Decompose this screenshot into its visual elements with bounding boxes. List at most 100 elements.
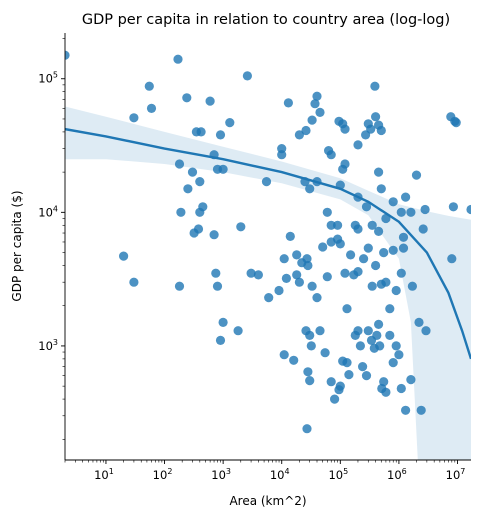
data-point <box>374 226 384 236</box>
data-point <box>65 50 70 60</box>
data-point <box>315 107 325 117</box>
data-point <box>379 377 389 387</box>
data-point <box>335 239 345 249</box>
data-point <box>283 98 293 108</box>
data-point <box>302 254 312 264</box>
data-point <box>176 207 186 217</box>
data-point <box>447 254 457 264</box>
data-point <box>212 281 223 291</box>
data-point <box>274 285 284 296</box>
data-point <box>187 167 198 177</box>
chart-title: GDP per capita in relation to country ar… <box>82 12 450 28</box>
y-tick-label: 105 <box>38 71 58 86</box>
data-point <box>279 350 289 360</box>
data-point <box>420 204 430 215</box>
data-point <box>246 268 256 278</box>
data-point <box>209 230 219 240</box>
data-point <box>292 250 302 260</box>
data-point <box>261 177 272 187</box>
data-point <box>242 71 252 81</box>
data-point <box>353 224 363 234</box>
data-point <box>215 130 226 140</box>
data-point <box>371 112 381 122</box>
data-point <box>281 273 291 283</box>
data-point <box>342 304 352 314</box>
data-point <box>340 124 350 134</box>
data-point <box>305 330 315 340</box>
data-point <box>303 260 313 271</box>
x-tick-label: 102 <box>153 467 173 482</box>
data-point <box>303 367 313 377</box>
x-tick-label: 103 <box>211 467 231 482</box>
data-point <box>388 245 398 255</box>
data-point <box>225 118 235 128</box>
data-point <box>396 383 406 394</box>
data-point <box>173 54 183 64</box>
data-point <box>398 243 409 253</box>
data-point <box>371 260 381 271</box>
data-point <box>301 125 311 136</box>
y-tick-label: 103 <box>38 338 58 353</box>
data-point <box>312 293 322 303</box>
data-point <box>119 251 129 261</box>
data-point <box>326 150 336 160</box>
data-point <box>374 319 384 329</box>
data-point <box>196 127 206 137</box>
data-point <box>388 197 398 207</box>
data-point <box>211 268 221 278</box>
data-point <box>302 424 312 434</box>
data-point <box>312 91 322 101</box>
confidence-band <box>65 106 471 460</box>
data-point <box>253 270 263 280</box>
data-point <box>367 281 377 291</box>
data-point <box>305 376 315 386</box>
data-point <box>361 202 372 212</box>
x-tick-label: 101 <box>94 467 114 482</box>
data-point <box>363 243 373 253</box>
data-point <box>340 159 350 169</box>
data-point <box>385 330 395 340</box>
data-point <box>353 140 363 150</box>
data-point <box>264 293 274 303</box>
data-point <box>406 375 416 385</box>
data-point <box>376 125 386 136</box>
data-point <box>335 381 345 391</box>
data-point <box>174 281 185 291</box>
data-point <box>398 232 409 242</box>
data-point <box>359 254 369 264</box>
data-point <box>381 277 391 287</box>
data-point <box>355 341 365 351</box>
axes: 101 102 103 104 105 106 107 103 104 105 <box>38 33 471 482</box>
data-point <box>353 267 363 277</box>
data-point <box>346 250 356 260</box>
y-tick-label: 104 <box>38 204 58 219</box>
data-point <box>388 358 398 368</box>
data-point <box>375 341 385 351</box>
data-point <box>448 202 458 212</box>
data-point <box>394 350 404 360</box>
data-point <box>374 167 384 177</box>
data-point <box>294 130 304 140</box>
plot-area <box>65 50 471 460</box>
data-point <box>391 285 401 296</box>
data-point <box>292 270 302 280</box>
x-tick-label: 106 <box>387 467 407 482</box>
data-point <box>451 118 461 128</box>
data-point <box>233 326 243 336</box>
data-point <box>195 177 205 187</box>
data-point <box>307 281 317 291</box>
data-point <box>421 326 431 336</box>
data-point <box>396 268 406 278</box>
data-point <box>363 326 373 336</box>
data-point <box>340 268 350 278</box>
data-point <box>218 317 228 327</box>
data-point <box>144 81 154 91</box>
data-point <box>306 341 316 351</box>
regression-line <box>65 127 471 360</box>
data-point <box>326 377 336 387</box>
data-point <box>129 277 139 287</box>
data-point <box>205 96 215 106</box>
data-point <box>310 99 320 109</box>
data-point <box>305 184 315 194</box>
